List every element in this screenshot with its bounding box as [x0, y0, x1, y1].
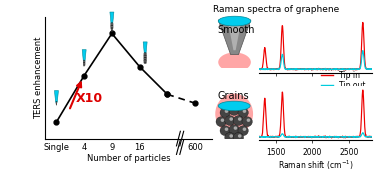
Text: X10: X10	[75, 92, 102, 105]
Polygon shape	[228, 22, 241, 50]
Circle shape	[225, 116, 235, 126]
Circle shape	[144, 59, 145, 64]
Circle shape	[112, 25, 113, 29]
Polygon shape	[143, 42, 147, 53]
Ellipse shape	[56, 101, 57, 103]
Circle shape	[144, 53, 146, 57]
Text: Grains: Grains	[217, 91, 249, 101]
Circle shape	[238, 134, 242, 138]
Circle shape	[145, 53, 146, 57]
Circle shape	[221, 118, 224, 122]
Circle shape	[229, 117, 233, 121]
Circle shape	[243, 110, 246, 113]
Circle shape	[220, 126, 230, 136]
Ellipse shape	[83, 60, 85, 62]
Ellipse shape	[111, 22, 113, 25]
Circle shape	[225, 132, 235, 142]
X-axis label: Raman shift (cm$^{-1}$): Raman shift (cm$^{-1}$)	[278, 158, 353, 169]
Circle shape	[144, 55, 146, 59]
Legend: Tip in, Tip out: Tip in, Tip out	[318, 68, 369, 93]
Circle shape	[84, 62, 85, 66]
Ellipse shape	[144, 52, 146, 54]
Circle shape	[234, 107, 237, 111]
Circle shape	[111, 28, 112, 32]
Circle shape	[234, 126, 237, 130]
Circle shape	[144, 57, 146, 61]
Circle shape	[111, 22, 112, 27]
Circle shape	[246, 118, 250, 122]
Circle shape	[144, 57, 145, 61]
Polygon shape	[110, 12, 114, 23]
Circle shape	[145, 57, 146, 61]
Circle shape	[242, 117, 253, 127]
Circle shape	[243, 127, 246, 131]
Circle shape	[111, 25, 112, 29]
Circle shape	[229, 105, 239, 115]
Circle shape	[145, 55, 146, 59]
Polygon shape	[54, 91, 59, 102]
Ellipse shape	[215, 93, 253, 134]
Circle shape	[146, 57, 147, 61]
Ellipse shape	[218, 52, 251, 72]
Circle shape	[229, 125, 239, 135]
Circle shape	[112, 28, 113, 32]
Text: Smooth: Smooth	[217, 25, 255, 35]
Circle shape	[83, 60, 84, 64]
Circle shape	[233, 116, 243, 126]
Circle shape	[238, 126, 248, 136]
Circle shape	[225, 110, 228, 113]
Circle shape	[144, 53, 145, 57]
Circle shape	[233, 132, 243, 142]
Circle shape	[84, 60, 85, 64]
Circle shape	[83, 62, 84, 66]
Circle shape	[238, 117, 242, 121]
Circle shape	[225, 127, 228, 131]
X-axis label: Number of particles: Number of particles	[87, 154, 170, 163]
Circle shape	[146, 59, 147, 64]
Circle shape	[145, 59, 146, 64]
Circle shape	[229, 134, 233, 138]
Circle shape	[216, 117, 226, 127]
Polygon shape	[218, 20, 251, 55]
Circle shape	[238, 108, 248, 118]
Circle shape	[146, 53, 147, 57]
Polygon shape	[82, 50, 86, 61]
Text: Raman spectra of graphene: Raman spectra of graphene	[213, 5, 339, 14]
Ellipse shape	[218, 16, 251, 26]
Circle shape	[144, 55, 145, 59]
Circle shape	[146, 55, 147, 59]
Circle shape	[56, 101, 57, 105]
Y-axis label: TERS enhancement: TERS enhancement	[34, 37, 43, 119]
Circle shape	[112, 22, 113, 27]
Ellipse shape	[218, 101, 250, 111]
Circle shape	[144, 59, 146, 64]
Circle shape	[220, 108, 230, 118]
